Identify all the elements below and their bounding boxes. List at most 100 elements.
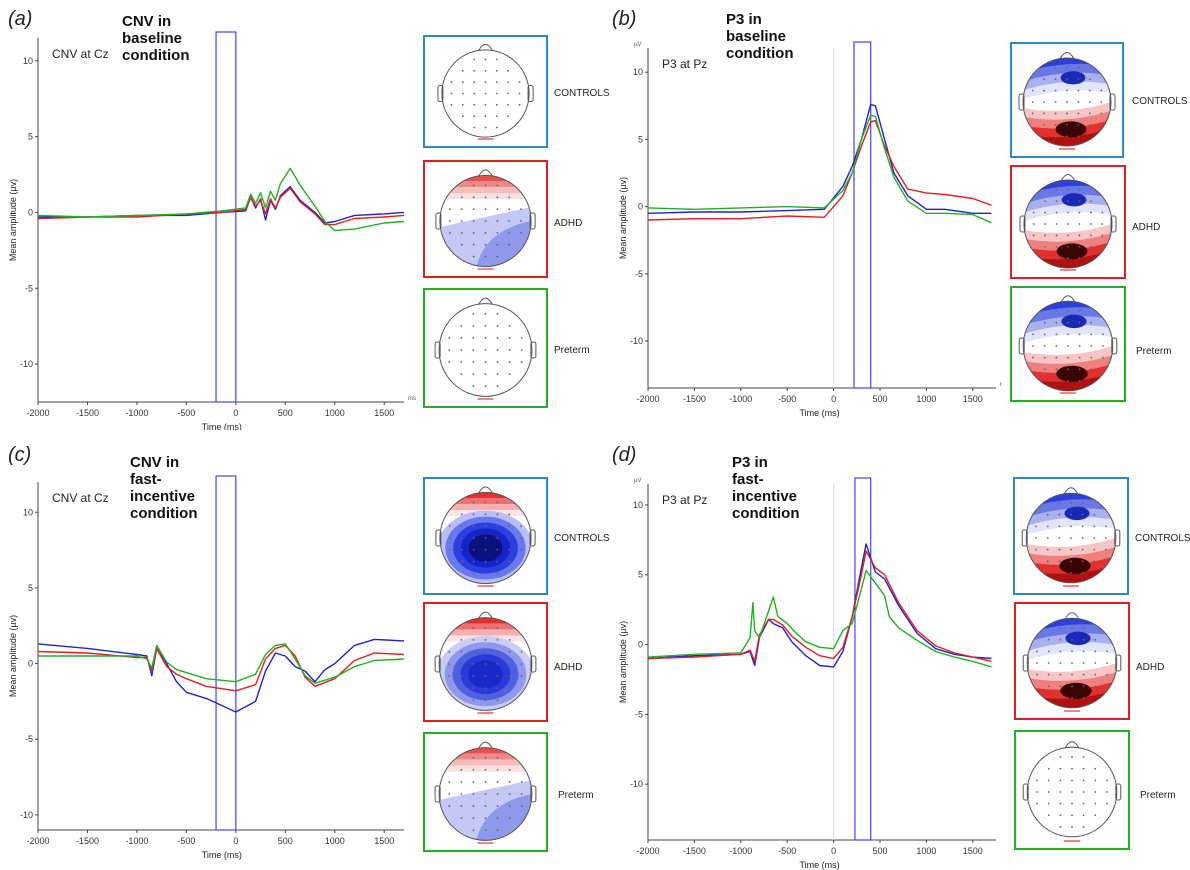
electrode <box>1105 525 1107 528</box>
electrode <box>448 337 451 339</box>
electrode <box>1044 234 1047 237</box>
electrode <box>1058 525 1061 528</box>
electrode <box>1059 697 1062 699</box>
electrode <box>1047 767 1050 770</box>
x-tick-label: 500 <box>278 408 293 418</box>
electrode <box>1106 779 1108 782</box>
topomap-peak <box>1056 243 1088 260</box>
electrode <box>1094 767 1097 770</box>
y-unit-label: µV <box>634 42 641 48</box>
topomap-peak <box>1064 506 1090 521</box>
electrode <box>1047 650 1050 653</box>
x-unit-label: ms <box>1000 382 1002 388</box>
electrode <box>1106 791 1108 793</box>
electrode <box>1081 513 1084 516</box>
y-axis-label: Mean amplitude (µv) <box>8 179 18 261</box>
electrode <box>1071 814 1073 817</box>
scale-bar <box>1060 392 1076 394</box>
electrode <box>508 220 511 222</box>
electrode <box>508 548 511 551</box>
electrode <box>496 687 499 690</box>
electrode <box>1093 560 1096 563</box>
topomap-head <box>437 43 534 140</box>
electrode <box>1082 791 1085 793</box>
electrode <box>1059 767 1062 770</box>
nose <box>1059 52 1075 60</box>
electrode <box>1094 802 1097 805</box>
topomap-peak <box>1060 71 1086 85</box>
electrode <box>1067 200 1069 203</box>
electrode <box>1070 513 1072 516</box>
electrode <box>484 220 487 222</box>
electrode <box>484 675 487 677</box>
nose <box>478 169 493 177</box>
topomap-band <box>468 660 503 689</box>
electrode <box>496 548 499 551</box>
electrode <box>1071 662 1073 664</box>
left-ear <box>435 529 442 547</box>
electrode <box>472 781 475 783</box>
series-line-controls <box>647 543 992 668</box>
x-tick-label: -1500 <box>683 394 706 404</box>
electrode <box>1093 513 1096 516</box>
topomap-band <box>439 747 532 754</box>
electrode <box>460 663 463 665</box>
electrode <box>1035 548 1037 551</box>
group-label: ADHD <box>1132 222 1161 233</box>
y-tick-label: -5 <box>25 734 33 744</box>
electrode <box>1070 525 1072 528</box>
electrode <box>1070 537 1072 539</box>
electrode <box>460 208 463 211</box>
analysis-window <box>853 41 872 389</box>
electrode <box>484 525 487 528</box>
electrode <box>1082 779 1085 782</box>
electrode <box>472 793 475 795</box>
electrode <box>472 349 475 351</box>
electrode <box>472 208 475 211</box>
electrode <box>1094 662 1097 664</box>
y-tick-label: -5 <box>635 709 643 719</box>
electrode <box>1082 650 1085 653</box>
electrode <box>1071 756 1073 758</box>
electrode <box>472 220 475 222</box>
electrode <box>1031 112 1034 115</box>
series-line-preterm <box>37 167 405 232</box>
electrode <box>1043 123 1046 126</box>
topomap-preterm <box>1014 730 1130 850</box>
electrode <box>484 92 487 95</box>
electrode <box>1067 234 1069 237</box>
electrode <box>507 81 510 84</box>
electrode <box>1043 368 1046 371</box>
electrode <box>484 69 487 72</box>
topomap-band <box>439 623 532 630</box>
left-ear <box>437 85 444 102</box>
y-tick-label: 10 <box>633 500 643 510</box>
electrode <box>508 675 511 677</box>
electrode <box>484 793 487 795</box>
electrode <box>484 805 487 807</box>
electrode <box>496 513 499 516</box>
group-label: CONTROLS <box>1135 533 1190 544</box>
topomap-band <box>439 629 532 636</box>
electrode <box>520 548 522 551</box>
panel-title: CNV in baseline condition <box>122 13 190 64</box>
electrode <box>496 626 499 629</box>
right-ear <box>527 85 534 102</box>
nose <box>478 611 493 619</box>
electrode <box>1059 650 1062 653</box>
topomap-band <box>439 193 532 200</box>
electrode <box>1101 223 1104 225</box>
electrode <box>1071 826 1073 828</box>
left-ear <box>1019 215 1026 233</box>
topomap-band <box>439 181 532 188</box>
head-outline <box>1026 617 1118 709</box>
y-tick-label: 5 <box>28 583 33 593</box>
electrode <box>495 81 498 84</box>
electrode <box>1047 662 1050 664</box>
scale-bar <box>477 842 494 844</box>
electrode <box>1077 135 1080 138</box>
scale-bar <box>1064 710 1080 712</box>
electrode <box>484 829 487 832</box>
electrode <box>1036 791 1038 793</box>
nose <box>478 297 493 305</box>
